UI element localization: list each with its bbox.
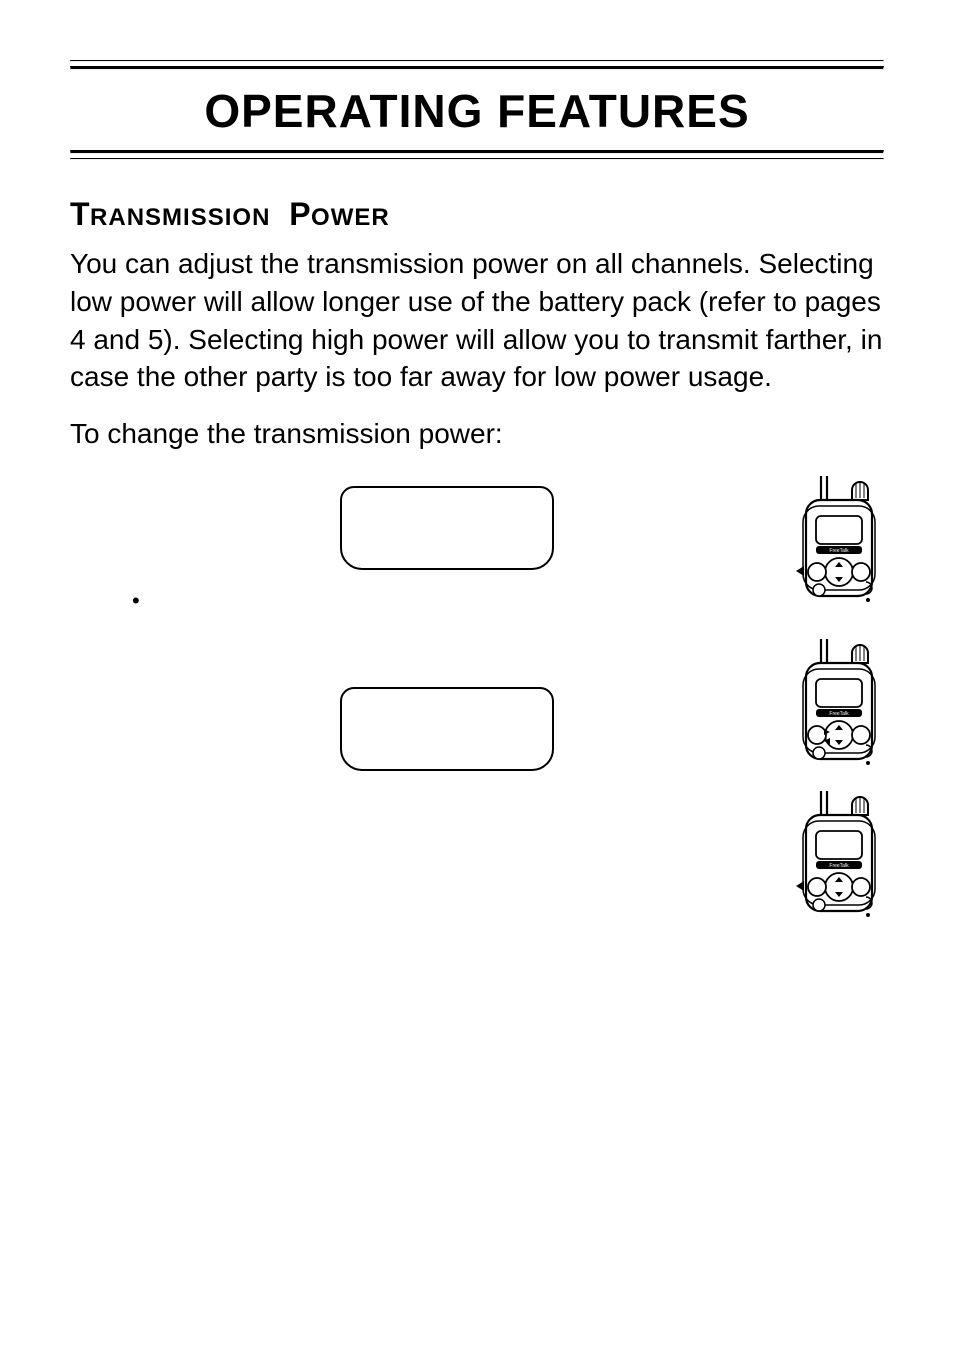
lcd-display-2 (70, 687, 884, 771)
keylock-body (70, 908, 884, 946)
svg-text:FreeTalk: FreeTalk (829, 711, 849, 717)
heading-rest: RANSMISSION (90, 204, 270, 231)
step-2-number (70, 637, 108, 675)
page-title: OPERATING FEATURES (70, 84, 884, 138)
pointer-left-icon (796, 566, 804, 576)
page: OPERATING FEATURES TRANSMISSION POWER Yo… (0, 0, 954, 1345)
rule-top-thick (70, 66, 884, 70)
section-heading-transmission-power: TRANSMISSION POWER (70, 196, 884, 233)
rule-bottom-thin (70, 158, 884, 160)
transmission-intro: You can adjust the transmission power on… (70, 245, 884, 396)
radio-illustration-2: FreeTalk (794, 637, 884, 767)
section-heading-key-lock (70, 859, 884, 896)
bullet-dot: • (132, 584, 166, 617)
heading-cap: T (70, 196, 90, 232)
radio-illustration-3: FreeTalk (794, 789, 884, 919)
lcd-display-1 (70, 486, 884, 570)
step-2-body (108, 637, 884, 675)
pointer-left-icon (796, 881, 804, 891)
radio-illustration-1: FreeTalk (794, 474, 884, 604)
step-1-bullet: • (132, 584, 884, 617)
radio-label: FreeTalk (829, 548, 849, 554)
step-2: FreeTalk (70, 637, 884, 675)
heading-cap2: P (289, 196, 311, 232)
change-line: To change the transmission power: (70, 418, 884, 450)
heading-rest2: OWER (311, 204, 390, 231)
svg-text:FreeTalk: FreeTalk (829, 863, 849, 869)
